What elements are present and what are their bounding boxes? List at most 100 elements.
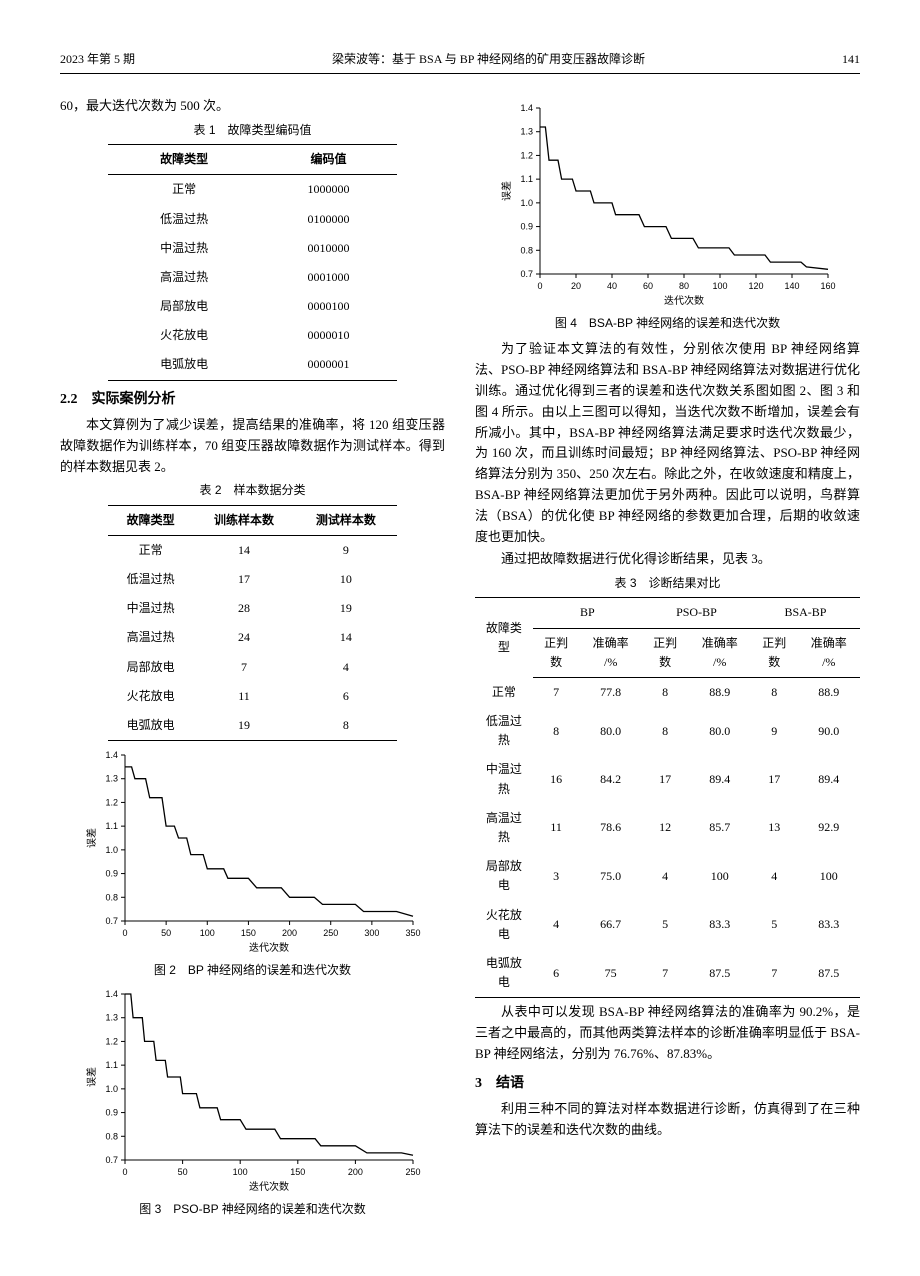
table-cell: 局部放电 — [108, 292, 260, 321]
table-cell: 5 — [642, 901, 689, 949]
svg-text:1.4: 1.4 — [520, 103, 533, 113]
table-cell: 0100000 — [260, 205, 397, 234]
para-validation: 为了验证本文算法的有效性，分别依次使用 BP 神经网络算法、PSO-BP 神经网… — [475, 339, 860, 547]
table-row: 电弧放电198 — [108, 711, 397, 741]
svg-text:0.7: 0.7 — [105, 916, 118, 926]
table-row: 火花放电0000010 — [108, 321, 397, 350]
svg-text:0.9: 0.9 — [105, 1108, 118, 1118]
para-accuracy-compare: 从表中可以发现 BSA-BP 神经网络算法的准确率为 90.2%，是三者之中最高… — [475, 1002, 860, 1064]
table-cell: 80.0 — [579, 707, 641, 755]
table-row: 火花放电116 — [108, 682, 397, 711]
table-cell: 5 — [751, 901, 798, 949]
svg-text:0: 0 — [122, 1167, 127, 1177]
table-row: 电弧放电675787.5787.5 — [475, 949, 860, 998]
table-cell: 0000010 — [260, 321, 397, 350]
table-cell: 89.4 — [798, 755, 861, 803]
para-pop-size: 60，最大迭代次数为 500 次。 — [60, 96, 445, 117]
svg-text:0.8: 0.8 — [105, 1132, 118, 1142]
table2: 故障类型训练样本数测试样本数 正常149低温过热1710中温过热2819高温过热… — [108, 505, 397, 742]
table-cell: 7 — [751, 949, 798, 998]
svg-text:0.9: 0.9 — [105, 869, 118, 879]
svg-text:0.7: 0.7 — [105, 1155, 118, 1165]
table-cell: 13 — [751, 804, 798, 852]
table-cell: 80.0 — [688, 707, 750, 755]
table-cell: 78.6 — [579, 804, 641, 852]
table-cell: 低温过热 — [475, 707, 533, 755]
table-row: 中温过热0010000 — [108, 234, 397, 263]
table-subheader: 正判数 — [533, 628, 580, 677]
svg-text:350: 350 — [405, 928, 420, 938]
svg-text:100: 100 — [232, 1167, 247, 1177]
table-cell: 10 — [295, 565, 397, 594]
table-row: 高温过热1178.61285.71392.9 — [475, 804, 860, 852]
table-cell: 87.5 — [688, 949, 750, 998]
svg-text:1.0: 1.0 — [520, 198, 533, 208]
table-cell: 16 — [533, 755, 580, 803]
section-3-title: 3 结语 — [475, 1073, 860, 1095]
table1-caption: 表 1 故障类型编码值 — [60, 121, 445, 140]
table-row: 电弧放电0000001 — [108, 350, 397, 380]
table-cell: 电弧放电 — [475, 949, 533, 998]
table-cell: 火花放电 — [108, 321, 260, 350]
table-cell: 100 — [798, 852, 861, 900]
svg-text:迭代次数: 迭代次数 — [249, 941, 289, 954]
section-2-2-title: 2.2 实际案例分析 — [60, 389, 445, 411]
table-cell: 局部放电 — [108, 653, 193, 682]
table-cell: 66.7 — [579, 901, 641, 949]
svg-text:迭代次数: 迭代次数 — [664, 294, 704, 307]
svg-text:0: 0 — [122, 928, 127, 938]
para-conclusion: 利用三种不同的算法对样本数据进行诊断，仿真得到了在三种算法下的误差和迭代次数的曲… — [475, 1099, 860, 1141]
right-column: 0.70.80.91.01.11.21.31.40204060801001201… — [475, 94, 860, 1225]
table-cell: 电弧放电 — [108, 711, 193, 741]
svg-text:1.3: 1.3 — [105, 774, 118, 784]
table-header: 故障类型 — [108, 145, 260, 175]
svg-text:1.2: 1.2 — [520, 151, 533, 161]
table-cell: 高温过热 — [108, 263, 260, 292]
table-cell: 正常 — [108, 535, 193, 565]
table-cell: 3 — [533, 852, 580, 900]
table-cell: 89.4 — [688, 755, 750, 803]
table-cell: 0010000 — [260, 234, 397, 263]
table-row: 低温过热880.0880.0990.0 — [475, 707, 860, 755]
table-header: PSO-BP — [642, 598, 751, 628]
left-column: 60，最大迭代次数为 500 次。 表 1 故障类型编码值 故障类型编码值 正常… — [60, 94, 445, 1225]
svg-text:150: 150 — [290, 1167, 305, 1177]
header-title: 梁荣波等：基于 BSA 与 BP 神经网络的矿用变压器故障诊断 — [135, 50, 842, 69]
table-header: 故障类型 — [108, 505, 193, 535]
svg-text:0.8: 0.8 — [105, 892, 118, 902]
table-header: BP — [533, 598, 642, 628]
table-cell: 9 — [751, 707, 798, 755]
table-cell: 电弧放电 — [108, 350, 260, 380]
table-row: 火花放电466.7583.3583.3 — [475, 901, 860, 949]
header-page: 141 — [842, 50, 860, 69]
table-cell: 8 — [642, 707, 689, 755]
svg-text:150: 150 — [240, 928, 255, 938]
table3: 故障类型BPPSO-BPBSA-BP 正判数准确率 /%正判数准确率 /%正判数… — [475, 597, 860, 998]
two-column-layout: 60，最大迭代次数为 500 次。 表 1 故障类型编码值 故障类型编码值 正常… — [60, 94, 860, 1225]
table-cell: 12 — [642, 804, 689, 852]
line-chart: 0.70.80.91.01.11.21.31.4050100150200250迭… — [83, 986, 423, 1196]
table-row: 低温过热1710 — [108, 565, 397, 594]
svg-text:250: 250 — [405, 1167, 420, 1177]
svg-text:300: 300 — [364, 928, 379, 938]
table-row: 局部放电74 — [108, 653, 397, 682]
table-cell: 火花放电 — [475, 901, 533, 949]
svg-text:80: 80 — [678, 281, 688, 291]
fig3-caption: 图 3 PSO-BP 神经网络的误差和迭代次数 — [60, 1200, 445, 1219]
table-cell: 低温过热 — [108, 205, 260, 234]
table-cell: 4 — [642, 852, 689, 900]
table-header: BSA-BP — [751, 598, 860, 628]
table-header: 训练样本数 — [193, 505, 295, 535]
table-cell: 14 — [193, 535, 295, 565]
table-cell: 28 — [193, 594, 295, 623]
table-cell: 9 — [295, 535, 397, 565]
table-cell: 90.0 — [798, 707, 861, 755]
table-cell: 4 — [295, 653, 397, 682]
svg-text:误差: 误差 — [85, 828, 98, 848]
line-chart: 0.70.80.91.01.11.21.31.40501001502002503… — [83, 747, 423, 957]
table-cell: 19 — [295, 594, 397, 623]
svg-text:误差: 误差 — [85, 1067, 98, 1087]
table-cell: 0000001 — [260, 350, 397, 380]
table-cell: 中温过热 — [108, 594, 193, 623]
table-header: 故障类型 — [475, 598, 533, 678]
